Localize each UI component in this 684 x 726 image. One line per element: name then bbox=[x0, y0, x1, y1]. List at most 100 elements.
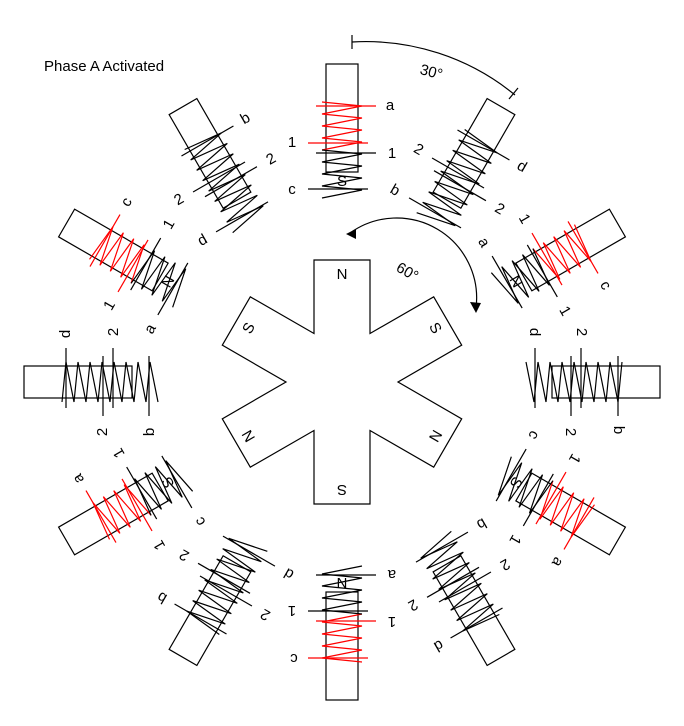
coil-terminal-label: 2 bbox=[411, 140, 427, 159]
coil-terminal-label: a bbox=[474, 235, 493, 251]
coil-winding bbox=[321, 613, 363, 663]
stator-pole-label: S bbox=[158, 474, 178, 491]
coil-terminal-label: 1 bbox=[555, 303, 574, 319]
coil-winding bbox=[444, 572, 500, 632]
coil-winding bbox=[416, 170, 474, 227]
stator-pole-label: S bbox=[337, 173, 347, 190]
coil-winding bbox=[61, 361, 111, 403]
coil-winding bbox=[539, 480, 595, 538]
angle-label-60: 60° bbox=[393, 259, 421, 285]
rotor-body bbox=[221, 259, 463, 505]
stator-coil: c 1 1 a N bbox=[288, 565, 396, 701]
coil-terminal-label: c bbox=[524, 427, 543, 442]
stator-coil: d 2 2 b bbox=[387, 97, 530, 229]
coil-winding bbox=[321, 565, 363, 615]
stator-pole-label: N bbox=[158, 273, 178, 291]
coil-terminal-label: d bbox=[431, 636, 447, 655]
coil-lead bbox=[85, 490, 117, 543]
coil-terminal-label: b bbox=[387, 181, 403, 200]
coil-winding bbox=[184, 132, 240, 192]
coil-winding bbox=[92, 484, 152, 540]
rotor-pole-label: S bbox=[337, 481, 347, 498]
coil-terminal-label: 1 bbox=[288, 134, 296, 151]
stator-pole-label: N bbox=[506, 273, 526, 291]
coil-terminal-label: d bbox=[195, 231, 211, 250]
coil-winding bbox=[525, 361, 575, 403]
coil-terminal-label: 1 bbox=[160, 217, 179, 233]
coil-winding bbox=[532, 224, 592, 280]
coil-winding bbox=[89, 226, 145, 284]
coil-terminal-label: d bbox=[514, 157, 530, 176]
coil-terminal-label: 1 bbox=[100, 298, 119, 314]
coil-terminal-label: 1 bbox=[515, 211, 534, 227]
stator-coil: c 1 1 a N bbox=[57, 194, 189, 337]
coil-terminal-label: 2 bbox=[497, 555, 513, 574]
angle-label-30: 30° bbox=[418, 61, 444, 83]
coil-lead bbox=[450, 607, 503, 639]
coil-terminal-label: 2 bbox=[573, 328, 590, 336]
stator-coil: a 1 1 c S bbox=[495, 427, 627, 570]
coil-terminal-label: 2 bbox=[562, 428, 579, 436]
coil-terminal-label: b bbox=[154, 588, 170, 607]
coil-winding bbox=[321, 101, 363, 151]
angle-tick-30-end bbox=[508, 87, 519, 100]
coil-lead bbox=[563, 497, 595, 550]
coil-terminal-label: 1 bbox=[565, 451, 584, 467]
stator-coil: d 2 2 b bbox=[23, 328, 159, 436]
coil-core bbox=[432, 97, 516, 209]
coil-terminal-label: 2 bbox=[492, 200, 508, 219]
stator-pole-label: N bbox=[337, 574, 348, 591]
coil-terminal-label: c bbox=[191, 514, 210, 529]
angle-arc-60 bbox=[349, 217, 478, 309]
coil-terminal-label: d bbox=[526, 328, 543, 336]
coil-terminal-label: a bbox=[548, 554, 567, 570]
coil-terminal-label: 2 bbox=[258, 605, 274, 624]
coil-winding bbox=[109, 361, 159, 403]
coil-terminal-label: c bbox=[288, 181, 296, 198]
stator-coil: a 1 1 c S bbox=[288, 63, 396, 199]
coil-terminal-label: d bbox=[281, 564, 297, 583]
coil-terminal-label: 1 bbox=[288, 602, 296, 619]
diagram-title: Phase A Activated bbox=[44, 58, 165, 75]
coil-terminal-label: b bbox=[474, 514, 490, 533]
coil-terminal-label: 2 bbox=[171, 190, 187, 209]
coil-lead bbox=[181, 125, 234, 157]
coil-terminal-label: 1 bbox=[150, 537, 169, 553]
rotor-pole-label: N bbox=[337, 266, 348, 283]
coil-winding bbox=[440, 129, 498, 185]
coil-lead bbox=[415, 531, 469, 563]
coil-terminal-label: c bbox=[290, 650, 298, 667]
coil-terminal-label: a bbox=[386, 97, 395, 114]
coil-lead bbox=[567, 221, 599, 274]
coil-winding bbox=[321, 149, 363, 199]
coil-terminal-label: 1 bbox=[388, 613, 396, 630]
coil-winding bbox=[130, 250, 187, 308]
angle-arrow-60-end bbox=[470, 302, 481, 313]
coil-lead bbox=[457, 129, 510, 161]
coil-terminal-label: a bbox=[69, 470, 88, 486]
coil-terminal-label: 1 bbox=[388, 145, 396, 162]
angle-arc-30 bbox=[351, 40, 516, 96]
coil-core bbox=[168, 555, 252, 667]
coil-terminal-label: 2 bbox=[177, 545, 193, 564]
coil-terminal-label: 1 bbox=[505, 532, 524, 548]
coil-terminal-label: b bbox=[141, 428, 158, 436]
coil-lead bbox=[89, 214, 121, 267]
angle-arrow-60-start bbox=[346, 229, 356, 239]
coil-winding bbox=[573, 361, 623, 403]
coil-terminal-label: 2 bbox=[263, 150, 279, 169]
stator-coil: b 2 2 d bbox=[154, 535, 297, 667]
stator-coil: b 2 2 d bbox=[525, 328, 661, 436]
coil-winding bbox=[133, 460, 194, 516]
coil-winding bbox=[208, 173, 264, 234]
coil-core bbox=[515, 472, 627, 556]
angle-annotations: 30° 60° bbox=[346, 35, 519, 313]
coil-terminal-label: 1 bbox=[110, 445, 129, 461]
coil-terminal-label: a bbox=[141, 321, 160, 337]
coil-terminal-label: a bbox=[387, 566, 396, 583]
coil-winding bbox=[497, 456, 554, 514]
coil-terminal-label: d bbox=[57, 330, 74, 338]
coil-winding bbox=[420, 530, 476, 591]
